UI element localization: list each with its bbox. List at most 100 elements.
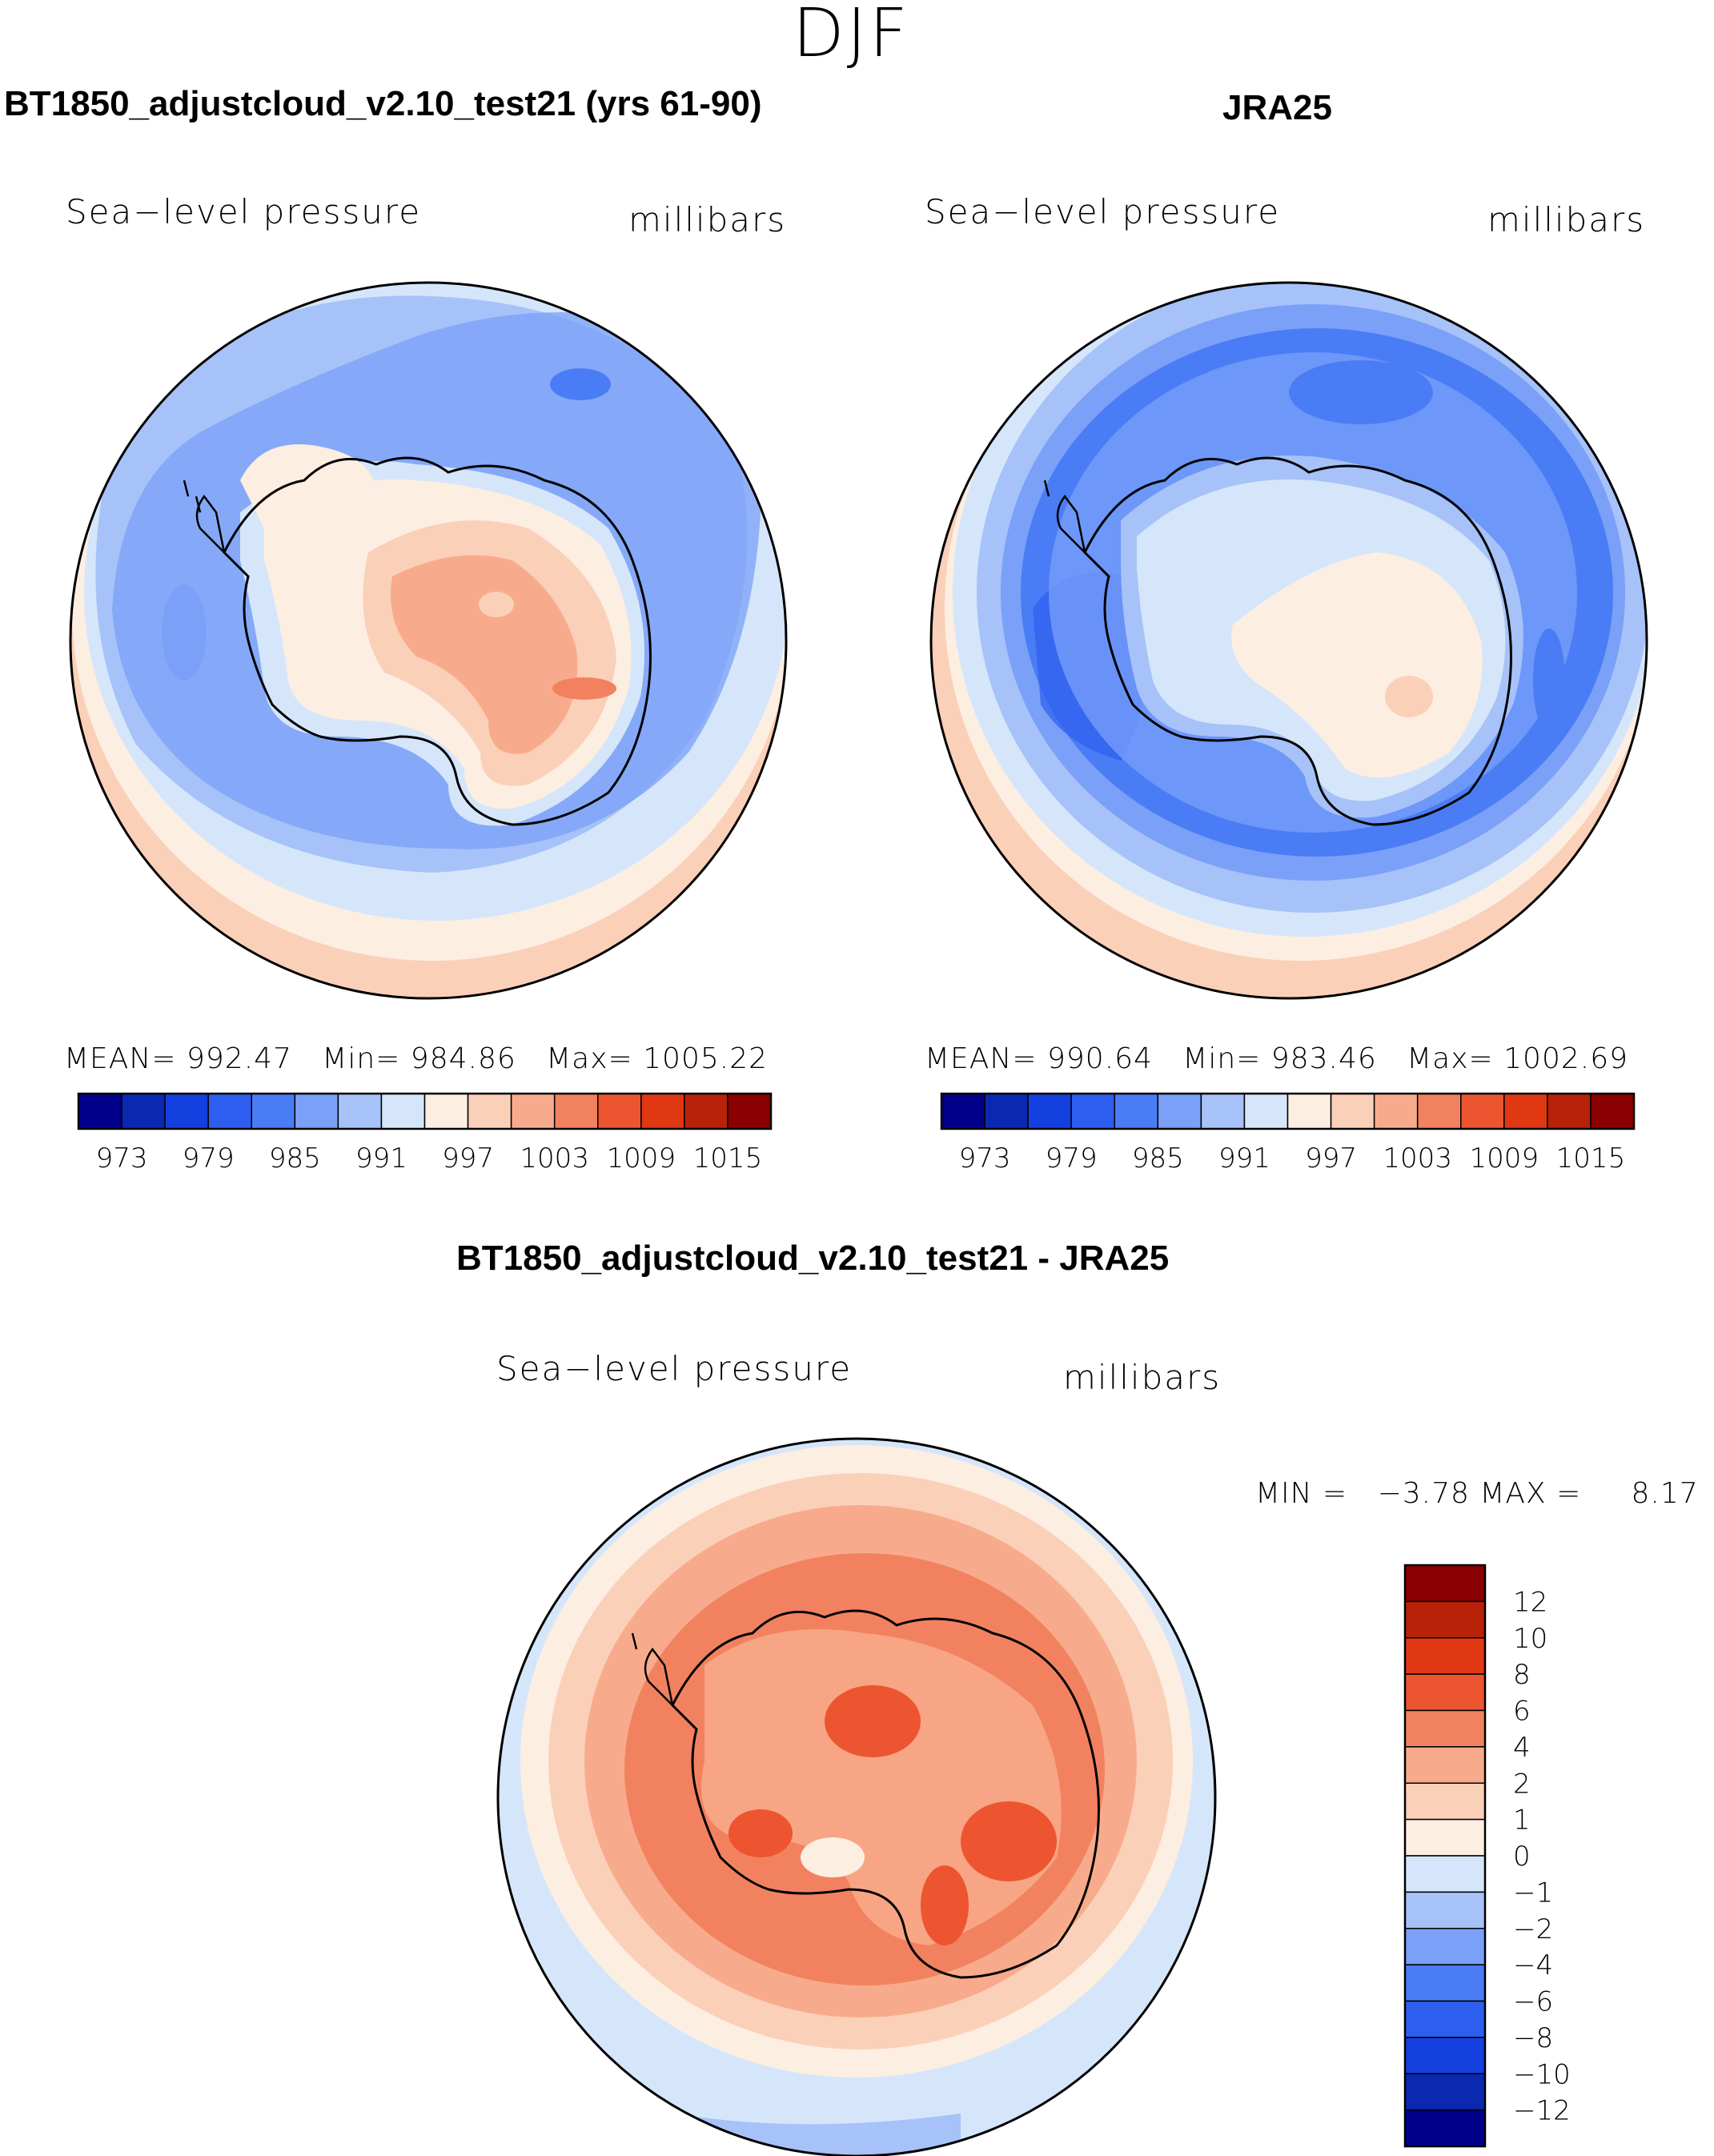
left-map-field bbox=[70, 283, 786, 998]
left-min-label: Min= bbox=[322, 1042, 401, 1075]
diff-stats: MIN = −3.78 MAX = 8.17 bbox=[1255, 1477, 1699, 1510]
right-stats: MEAN= 990.64 Min= 983.46 Max= 1002.69 bbox=[925, 1042, 1628, 1075]
diff-antarctica-coastline bbox=[671, 1609, 1100, 1979]
left-colorbar-swatch bbox=[164, 1093, 209, 1130]
season-title: DJF bbox=[793, 0, 910, 72]
diff-colorbar-tick-label: 8 bbox=[1513, 1659, 1531, 1691]
left-colorbar-swatch bbox=[251, 1093, 296, 1130]
right-colorbar-swatch bbox=[1330, 1093, 1375, 1130]
right-colorbar-swatch bbox=[1200, 1093, 1246, 1130]
right-mean-label: MEAN= bbox=[925, 1042, 1038, 1075]
right-colorbar-tick-label: 1015 bbox=[1556, 1142, 1626, 1174]
left-colorbar-swatch bbox=[727, 1093, 772, 1130]
right-colorbar-swatch bbox=[941, 1093, 985, 1130]
diff-colorbar-tick-label: −6 bbox=[1513, 1986, 1553, 2018]
diff-colorbar-swatch bbox=[1404, 2037, 1486, 2074]
left-colorbar-tick-label: 985 bbox=[269, 1142, 321, 1174]
right-colorbar-tick-label: 1003 bbox=[1383, 1142, 1452, 1174]
left-max-value: 1005.22 bbox=[643, 1042, 769, 1075]
left-antarctica-coastline bbox=[223, 456, 652, 826]
left-min-value: 984.86 bbox=[410, 1042, 516, 1075]
right-map-border bbox=[929, 281, 1648, 1000]
left-colorbar-swatch bbox=[597, 1093, 642, 1130]
diff-colorbar-tick-label: 1 bbox=[1513, 1805, 1531, 1837]
diff-colorbar-tick-label: −4 bbox=[1513, 1949, 1553, 1981]
diff-colorbar-swatch bbox=[1404, 1746, 1486, 1784]
diff-units-label: millibars bbox=[1063, 1358, 1222, 1397]
left-mean-value: 992.47 bbox=[186, 1042, 292, 1075]
diff-colorbar-frame bbox=[1403, 1564, 1487, 2148]
left-colorbar-tick-label: 1009 bbox=[607, 1142, 676, 1174]
right-max-label: Max= bbox=[1407, 1042, 1494, 1075]
diff-colorbar-tick-label: 6 bbox=[1513, 1696, 1531, 1728]
right-colorbar-swatch bbox=[1547, 1093, 1592, 1130]
diff-max-value: 8.17 bbox=[1631, 1477, 1699, 1510]
left-colorbar-tick-label: 979 bbox=[183, 1142, 235, 1174]
right-panel-title: JRA25 bbox=[1222, 88, 1332, 127]
left-colorbar-swatch bbox=[684, 1093, 729, 1130]
left-stats: MEAN= 992.47 Min= 984.86 Max= 1005.22 bbox=[64, 1042, 768, 1075]
left-colorbar-swatch bbox=[380, 1093, 426, 1130]
right-colorbar-swatch bbox=[1416, 1093, 1462, 1130]
right-colorbar-swatch bbox=[1243, 1093, 1289, 1130]
right-units-label: millibars bbox=[1487, 200, 1646, 239]
right-colorbar-swatch bbox=[1503, 1093, 1548, 1130]
right-antarctica-coastline bbox=[1083, 456, 1512, 826]
right-colorbar-tick-label: 997 bbox=[1305, 1142, 1357, 1174]
diff-colorbar-swatch bbox=[1404, 2073, 1486, 2111]
left-colorbar-swatch bbox=[510, 1093, 556, 1130]
left-colorbar-swatch bbox=[553, 1093, 599, 1130]
right-variable-label: Sea−level pressure bbox=[925, 192, 1281, 231]
diff-colorbar-tick-label: 12 bbox=[1513, 1586, 1547, 1618]
left-colorbar-tick-label: 973 bbox=[96, 1142, 148, 1174]
diff-map-field bbox=[498, 1439, 1215, 2156]
left-colorbar-swatch bbox=[78, 1093, 122, 1130]
diff-colorbar-tick-label: −1 bbox=[1513, 1877, 1553, 1909]
diff-colorbar-tick-label: 4 bbox=[1513, 1732, 1531, 1764]
diff-map-border bbox=[496, 1437, 1217, 2156]
diff-colorbar-tick-label: −2 bbox=[1513, 1913, 1553, 1945]
right-max-value: 1002.69 bbox=[1503, 1042, 1629, 1075]
right-colorbar-tick-label: 979 bbox=[1046, 1142, 1098, 1174]
left-colorbar-swatch bbox=[423, 1093, 469, 1130]
diff-variable-label: Sea−level pressure bbox=[496, 1349, 853, 1388]
right-min-label: Min= bbox=[1182, 1042, 1262, 1075]
right-colorbar-swatch bbox=[1114, 1093, 1159, 1130]
diff-colorbar-swatch bbox=[1404, 1855, 1486, 1893]
left-colorbar-swatch bbox=[294, 1093, 339, 1130]
diff-colorbar-tick-label: 0 bbox=[1513, 1841, 1531, 1873]
diff-min-value: −3.78 bbox=[1377, 1477, 1470, 1510]
diff-colorbar-swatch bbox=[1404, 1891, 1486, 1929]
right-colorbar-swatch bbox=[1287, 1093, 1332, 1130]
diff-colorbar-swatch bbox=[1404, 1637, 1486, 1675]
left-colorbar-tick-label: 991 bbox=[355, 1142, 407, 1174]
left-variable-label: Sea−level pressure bbox=[66, 192, 422, 231]
diff-colorbar-swatch bbox=[1404, 2109, 1486, 2147]
left-colorbar-tick-label: 1015 bbox=[693, 1142, 763, 1174]
right-colorbar-swatch bbox=[1027, 1093, 1072, 1130]
right-colorbar-tick-label: 973 bbox=[959, 1142, 1011, 1174]
right-colorbar-tick-label: 1009 bbox=[1470, 1142, 1539, 1174]
left-panel-title: BT1850_adjustcloud_v2.10_test21 (yrs 61-… bbox=[4, 84, 762, 123]
right-colorbar-swatch bbox=[984, 1093, 1029, 1130]
diff-colorbar-swatch bbox=[1404, 1673, 1486, 1712]
right-colorbar-swatch bbox=[1373, 1093, 1419, 1130]
diff-colorbar-tick-label: −10 bbox=[1513, 2058, 1571, 2090]
diff-colorbar-swatch bbox=[1404, 1782, 1486, 1821]
left-colorbar-swatch bbox=[467, 1093, 512, 1130]
left-units-label: millibars bbox=[628, 200, 787, 239]
left-mean-label: MEAN= bbox=[64, 1042, 177, 1075]
left-colorbar-swatch bbox=[121, 1093, 166, 1130]
left-colorbar-swatch bbox=[640, 1093, 685, 1130]
right-colorbar-swatch bbox=[1157, 1093, 1202, 1130]
left-map-border bbox=[69, 281, 788, 1000]
diff-colorbar-swatch bbox=[1404, 1818, 1486, 1857]
right-colorbar-tick-label: 991 bbox=[1218, 1142, 1270, 1174]
diff-colorbar-swatch bbox=[1404, 1564, 1486, 1603]
diff-colorbar-swatch bbox=[1404, 1709, 1486, 1748]
right-mean-value: 990.64 bbox=[1046, 1042, 1153, 1075]
right-min-value: 983.46 bbox=[1270, 1042, 1377, 1075]
diff-min-label: MIN = bbox=[1255, 1477, 1348, 1510]
left-colorbar-tick-label: 997 bbox=[442, 1142, 494, 1174]
